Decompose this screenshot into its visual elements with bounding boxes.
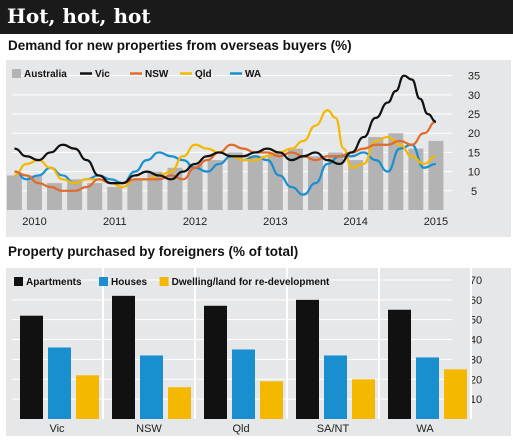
bar-apartments [204, 305, 227, 419]
legend-label-australia: Australia [24, 69, 67, 80]
bar-dwelling-land-for-re-development [260, 381, 283, 419]
legend-swatch-houses [99, 277, 108, 286]
legend-label-wa: WA [245, 69, 261, 80]
y-tick-label: 30 [468, 90, 480, 102]
bar-australia [107, 186, 123, 210]
bar-australia [247, 156, 263, 210]
line-chart: 5 10 15 20 25 30 35 2010 2011 2012 2013 2014 2015 Aus… [6, 69, 480, 228]
bar-dwelling-land-for-re-development [352, 379, 375, 419]
bar-chart: 10 20 30 40 50 60 70 Vic NSW Qld SA/NT WA Apartments… [12, 268, 482, 435]
legend: Apartments Houses Dwelling/land for re-dev… [14, 277, 330, 288]
bar-houses [140, 355, 163, 419]
series-line-nsw [14, 120, 437, 192]
bar-apartments [296, 299, 319, 419]
bar-houses [324, 355, 347, 419]
bar-houses [232, 349, 255, 419]
bar-australia [328, 152, 344, 210]
bar-houses [48, 347, 71, 419]
x-tick-label: NSW [136, 423, 162, 435]
y-tick-label: 10 [470, 394, 482, 406]
x-tick-label: WA [416, 423, 434, 435]
legend-label-apartments: Apartments [26, 277, 82, 288]
x-tick-label: 2010 [22, 216, 46, 228]
bar-apartments [112, 295, 135, 419]
x-tick-label: 2013 [263, 216, 287, 228]
y-tick-label: 15 [468, 147, 480, 159]
legend-label-nsw: NSW [145, 69, 169, 80]
bar-australia [368, 137, 384, 210]
bar-dwelling-land-for-re-development [168, 387, 191, 419]
x-tick-label: 2011 [103, 216, 127, 228]
bar-australia [187, 163, 203, 210]
legend-label-qld: Qld [195, 69, 212, 80]
bar-australia [87, 183, 103, 210]
bar-houses [416, 357, 439, 419]
bar-australia [388, 133, 404, 210]
bar-australia [127, 179, 143, 210]
x-tick-label: Qld [232, 423, 249, 435]
bar-dwelling-land-for-re-development [76, 375, 99, 419]
top-chart-title: Demand for new properties from overseas … [8, 38, 352, 53]
y-tick-label: 5 [471, 186, 477, 198]
y-tick-label: 20 [468, 128, 480, 140]
y-tick-label: 50 [470, 315, 482, 327]
y-tick-label: 25 [468, 109, 480, 121]
legend-label-vic: Vic [95, 69, 110, 80]
bar-apartments [20, 315, 43, 419]
bar-dwelling-land-for-re-development [444, 369, 467, 419]
x-tick-label: 2015 [424, 216, 448, 228]
y-tick-label: 20 [470, 374, 482, 386]
bar-australia [167, 167, 183, 210]
bottom-chart-title: Property purchased by foreigners (% of t… [8, 244, 299, 259]
bar-australia [428, 140, 444, 210]
y-tick-label: 10 [468, 167, 480, 179]
page-title: Hot, hot, hot [7, 4, 151, 28]
top-chart-panel: 5 10 15 20 25 30 35 2010 2011 2012 2013 2014 2015 Aus… [6, 60, 511, 237]
legend-swatch-australia [12, 69, 21, 78]
bottom-chart-panel: 10 20 30 40 50 60 70 Vic NSW Qld SA/NT WA Apartments… [6, 268, 511, 436]
legend-swatch-dwelling-land-for-re-development [159, 277, 169, 286]
legend-label-dwelling-land-for-re-development: Dwelling/land for re-development [172, 277, 330, 288]
series-line-vic [14, 74, 437, 185]
bar-australia [6, 175, 22, 210]
x-tick-label: 2014 [343, 216, 367, 228]
legend-swatch-apartments [14, 277, 23, 286]
y-tick-label: 35 [468, 71, 480, 83]
y-tick-label: 40 [470, 335, 482, 347]
bar-australia [287, 148, 303, 210]
x-tick-label: SA/NT [317, 423, 350, 435]
bar-australia [267, 152, 283, 210]
y-tick-label: 60 [470, 295, 482, 307]
bar-australia [207, 160, 223, 210]
bar-australia [227, 152, 243, 210]
bar-australia [147, 171, 163, 210]
bar-australia [348, 160, 364, 210]
x-tick-label: 2012 [183, 216, 207, 228]
header-bar: Hot, hot, hot [0, 0, 513, 34]
x-tick-label: Vic [49, 423, 65, 435]
bar-apartments [388, 309, 411, 419]
bar-australia [67, 179, 83, 210]
y-tick-label: 30 [470, 354, 482, 366]
y-tick-label: 70 [470, 275, 482, 287]
legend: Australia Vic NSW Qld WA [12, 69, 261, 80]
legend-label-houses: Houses [111, 277, 148, 288]
